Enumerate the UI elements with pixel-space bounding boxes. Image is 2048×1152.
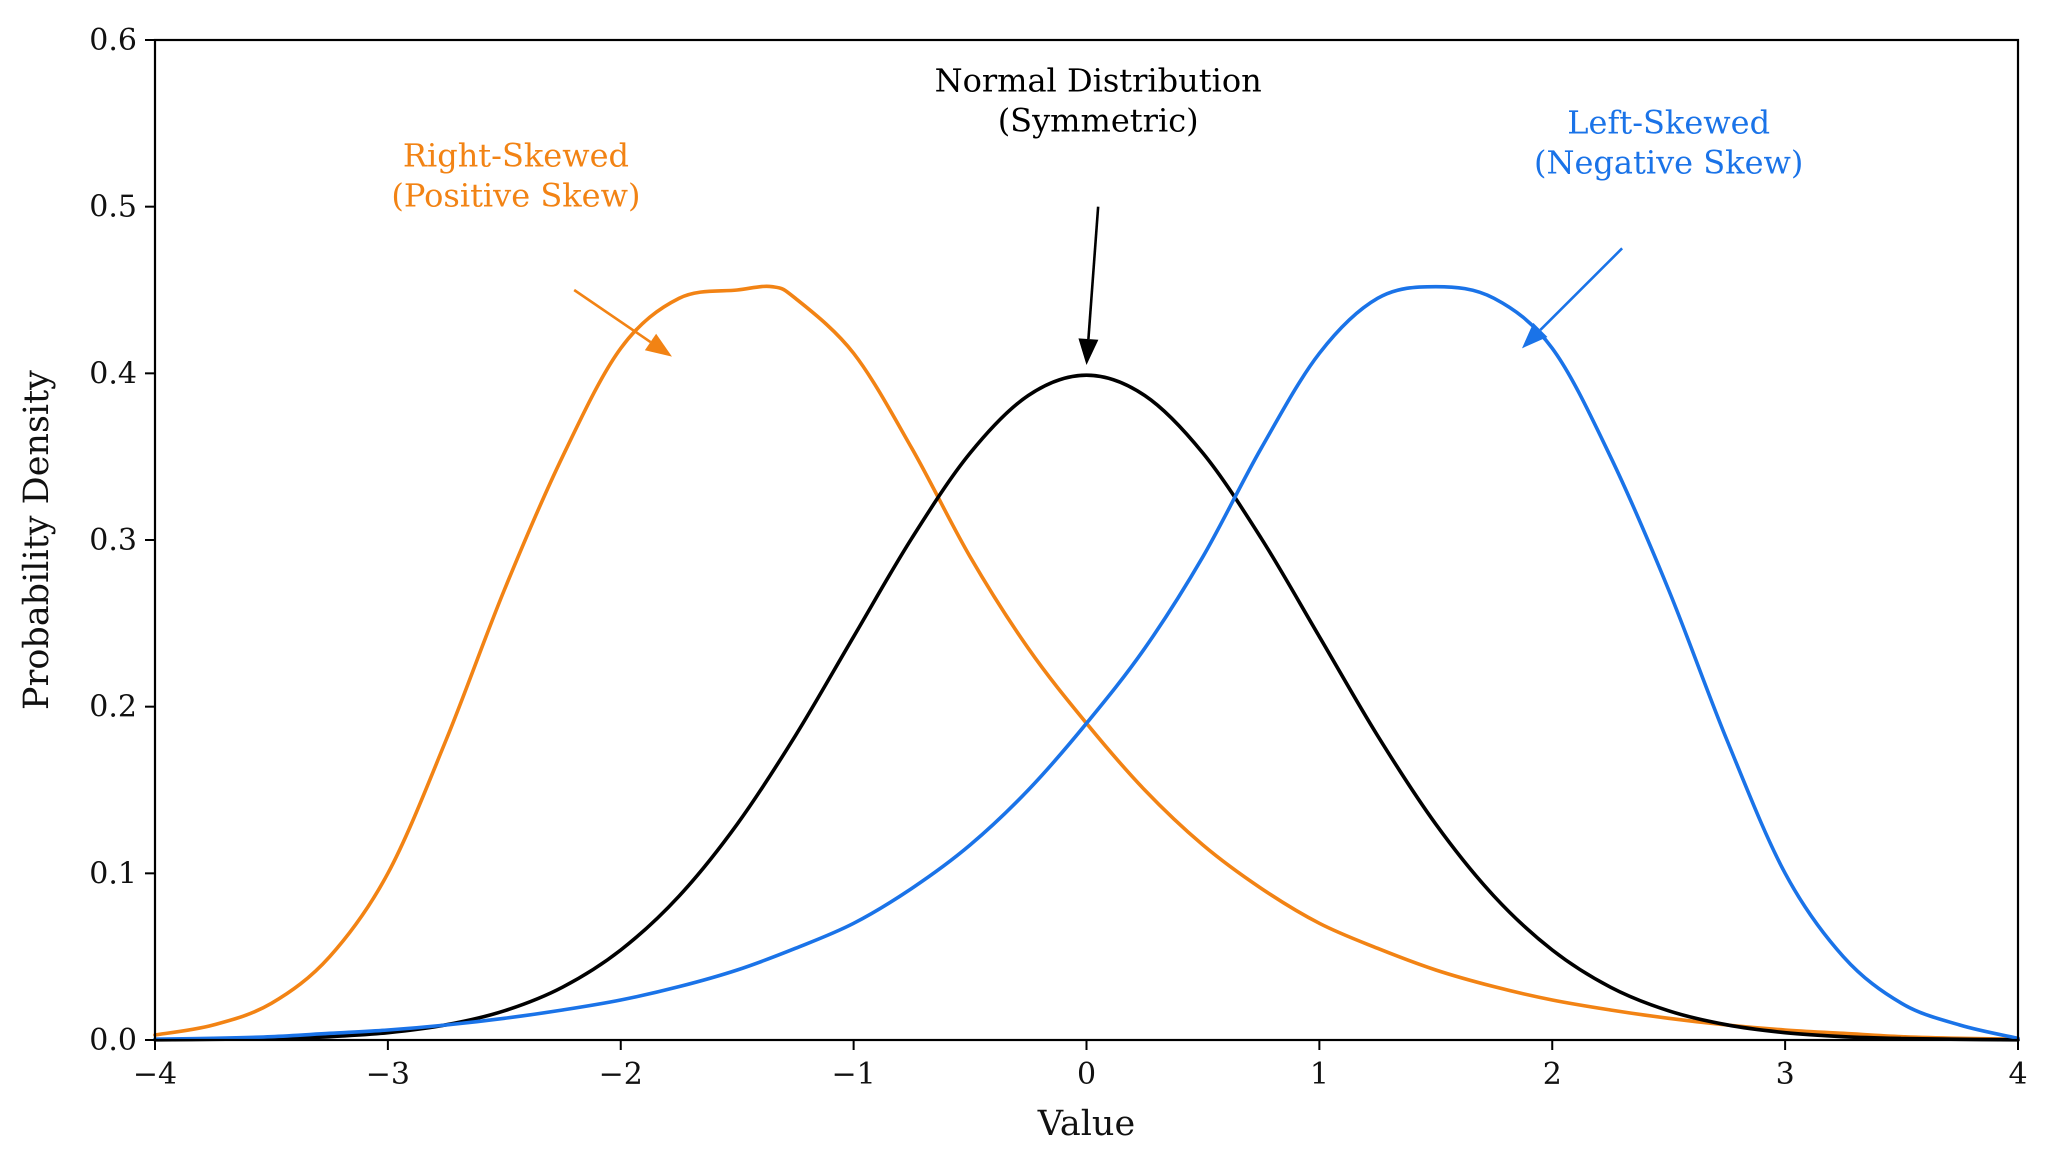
y-tick-label: 0.4 [89, 356, 137, 391]
left-skewed-annotation: Left-Skewed(Negative Skew) [1521, 103, 1803, 349]
x-tick-label: −3 [366, 1057, 410, 1092]
x-tick-label: 3 [1776, 1057, 1795, 1092]
x-tick-label: −4 [133, 1057, 177, 1092]
annotation-arrow-head [1521, 322, 1548, 349]
annotation-line: Normal Distribution [935, 62, 1262, 100]
x-tick-label: 0 [1077, 1057, 1096, 1092]
annotation-arrow-head [1078, 338, 1099, 365]
axis-ticks: −4 −3 −2 −1 0 1 2 3 4 0.0 0.1 0.2 0.3 0.4 0.5 0.6 [89, 23, 2027, 1092]
x-tick-label: −2 [599, 1057, 643, 1092]
normal-distribution-curve [153, 373, 2020, 1042]
y-tick-label: 0.2 [89, 690, 137, 725]
annotations: Right-Skewed(Positive Skew) Normal Distri… [391, 62, 1803, 365]
x-tick-label: −1 [832, 1057, 876, 1092]
plot-area [153, 284, 2020, 1042]
right-skewed-annotation: Right-Skewed(Positive Skew) [391, 137, 672, 357]
annotation-line: (Negative Skew) [1534, 143, 1803, 181]
left-skewed-curve [153, 284, 2020, 1041]
annotation-arrow-shaft [1087, 206, 1100, 340]
y-tick-label: 0.5 [89, 190, 137, 225]
y-tick-label: 0.1 [89, 856, 137, 891]
y-axis-label: Probability Density [17, 370, 57, 710]
x-tick-label: 4 [2008, 1057, 2027, 1092]
y-tick-label: 0.0 [89, 1023, 137, 1058]
x-axis-label: Value [1037, 1104, 1135, 1144]
annotation-arrow-shaft [573, 288, 652, 344]
annotation-line: (Symmetric) [998, 102, 1199, 140]
annotation-arrow-head [644, 333, 672, 357]
normal-distribution-annotation: Normal Distribution(Symmetric) [935, 62, 1262, 365]
annotation-arrow-shaft [1539, 247, 1624, 331]
x-tick-label: 2 [1543, 1057, 1562, 1092]
annotation-line: (Positive Skew) [391, 177, 640, 215]
x-tick-label: 1 [1310, 1057, 1329, 1092]
y-tick-label: 0.3 [89, 523, 137, 558]
annotation-line: Right-Skewed [403, 137, 629, 175]
right-skewed-curve [153, 284, 2020, 1041]
annotation-line: Left-Skewed [1567, 103, 1770, 141]
y-tick-label: 0.6 [89, 23, 137, 58]
